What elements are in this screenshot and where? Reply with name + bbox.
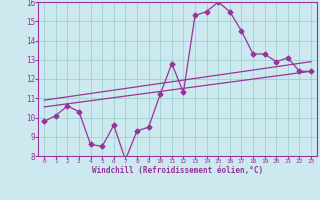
X-axis label: Windchill (Refroidissement éolien,°C): Windchill (Refroidissement éolien,°C) <box>92 166 263 175</box>
